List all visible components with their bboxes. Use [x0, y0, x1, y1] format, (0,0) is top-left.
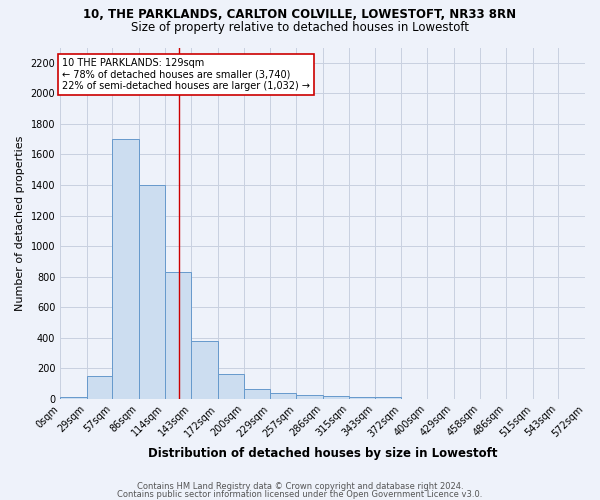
Bar	[112, 139, 139, 399]
Text: 10, THE PARKLANDS, CARLTON COLVILLE, LOWESTOFT, NR33 8RN: 10, THE PARKLANDS, CARLTON COLVILLE, LOW…	[83, 8, 517, 20]
Text: Contains HM Land Registry data © Crown copyright and database right 2024.: Contains HM Land Registry data © Crown c…	[137, 482, 463, 491]
Bar	[244, 389, 270, 399]
Bar	[218, 374, 244, 399]
Bar	[165, 272, 191, 399]
Bar	[139, 185, 165, 399]
Bar	[60, 398, 87, 399]
X-axis label: Distribution of detached houses by size in Lowestoft: Distribution of detached houses by size …	[148, 447, 497, 460]
Y-axis label: Number of detached properties: Number of detached properties	[15, 136, 25, 311]
Bar	[270, 394, 296, 399]
Bar	[296, 395, 323, 399]
Bar	[323, 396, 349, 399]
Text: 10 THE PARKLANDS: 129sqm
← 78% of detached houses are smaller (3,740)
22% of sem: 10 THE PARKLANDS: 129sqm ← 78% of detach…	[62, 58, 310, 92]
Bar	[375, 398, 401, 399]
Bar	[191, 341, 218, 399]
Bar	[349, 396, 375, 399]
Text: Size of property relative to detached houses in Lowestoft: Size of property relative to detached ho…	[131, 21, 469, 34]
Text: Contains public sector information licensed under the Open Government Licence v3: Contains public sector information licen…	[118, 490, 482, 499]
Bar	[87, 376, 112, 399]
